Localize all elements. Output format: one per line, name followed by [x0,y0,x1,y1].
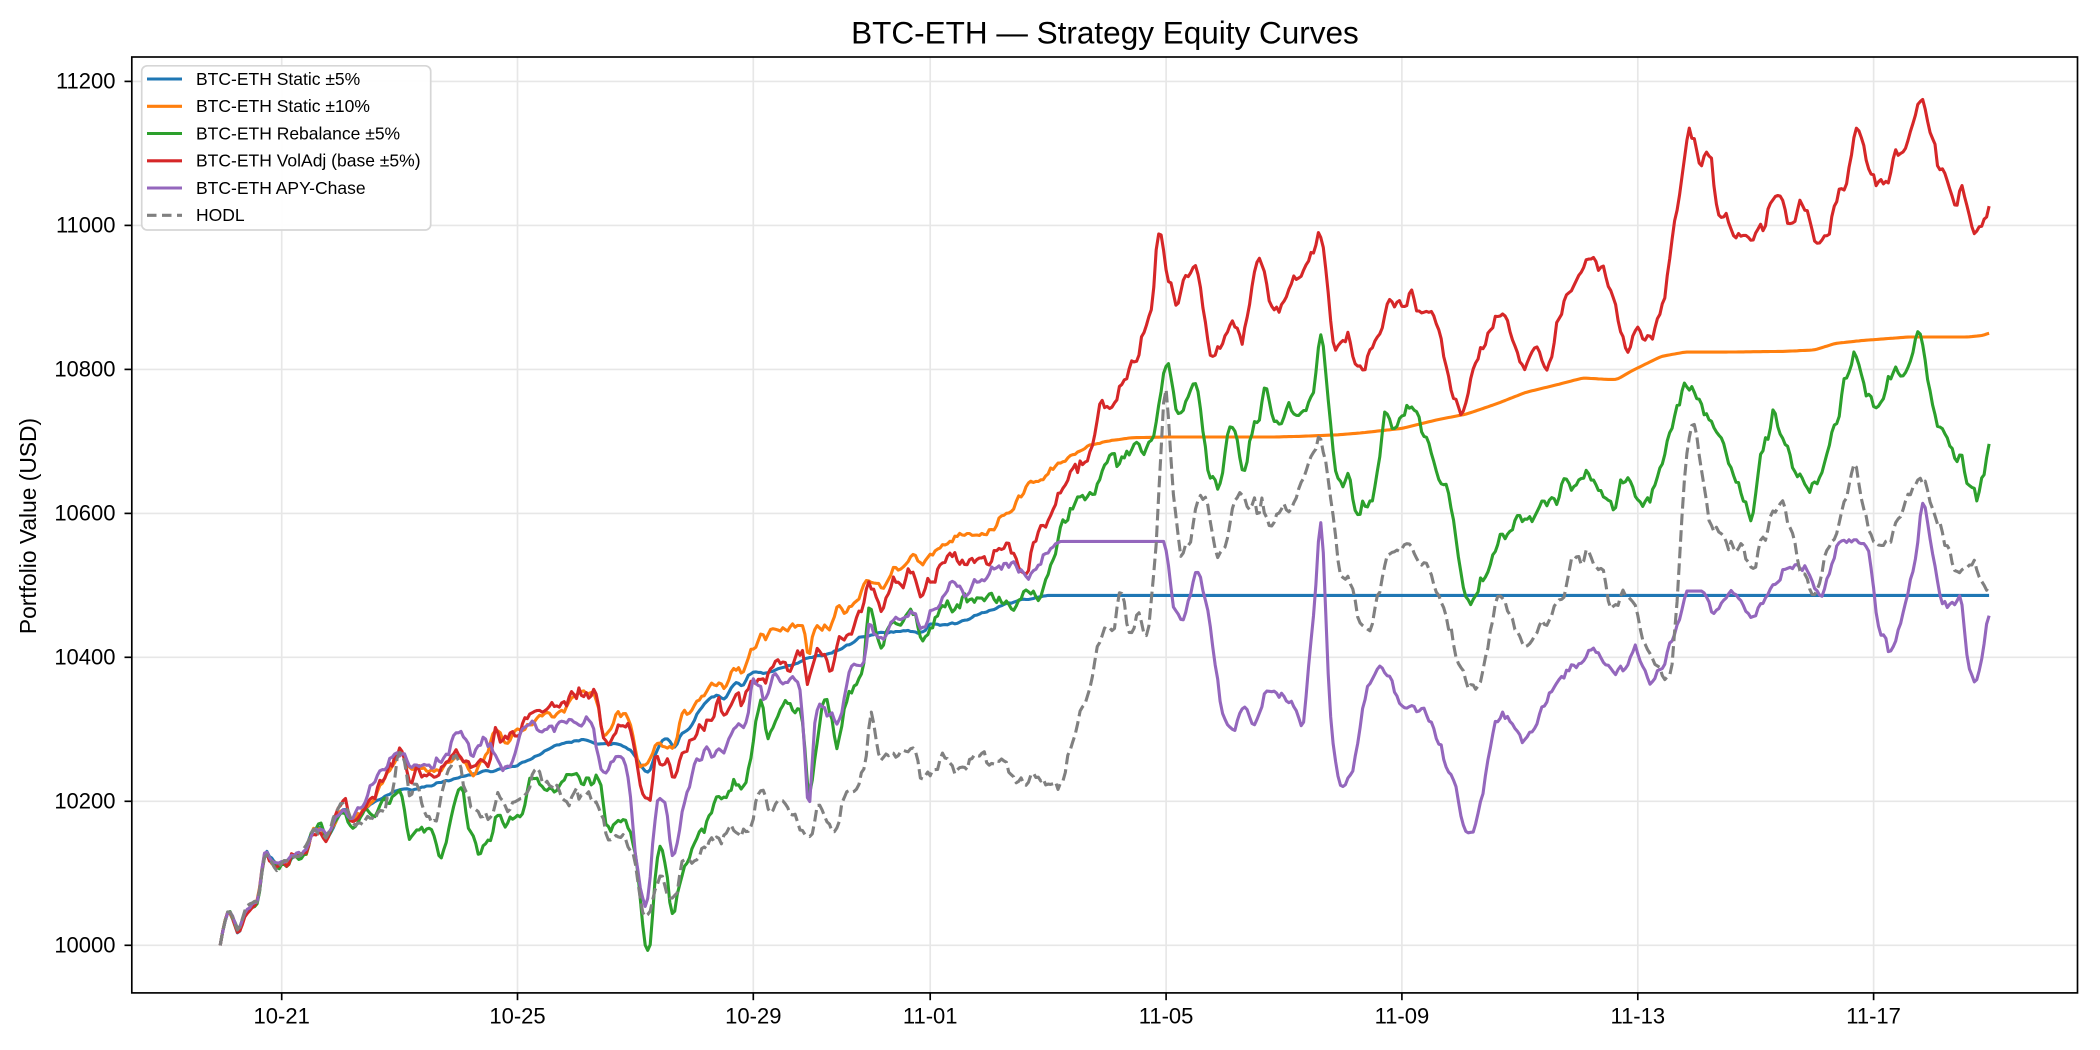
svg-text:11000: 11000 [56,213,116,238]
svg-text:BTC-ETH Static ±10%: BTC-ETH Static ±10% [196,96,370,116]
svg-text:BTC-ETH APY-Chase: BTC-ETH APY-Chase [196,178,366,198]
svg-text:10400: 10400 [54,645,115,670]
svg-text:10-29: 10-29 [725,1004,781,1029]
svg-text:BTC-ETH — Strategy Equity Curv: BTC-ETH — Strategy Equity Curves [851,15,1359,51]
svg-text:Portfolio Value (USD): Portfolio Value (USD) [15,418,41,634]
svg-text:BTC-ETH VolAdj (base ±5%): BTC-ETH VolAdj (base ±5%) [196,151,421,171]
svg-text:11-17: 11-17 [1846,1004,1901,1029]
svg-text:BTC-ETH Static ±5%: BTC-ETH Static ±5% [196,69,360,89]
svg-text:10200: 10200 [54,789,115,814]
svg-text:HODL: HODL [196,205,245,225]
svg-text:10000: 10000 [54,933,115,958]
svg-text:BTC-ETH Rebalance ±5%: BTC-ETH Rebalance ±5% [196,123,400,143]
svg-text:11-05: 11-05 [1139,1004,1194,1029]
svg-text:11200: 11200 [56,69,116,94]
svg-text:10-21: 10-21 [254,1004,310,1029]
svg-text:11-01: 11-01 [903,1004,958,1029]
svg-text:10-25: 10-25 [489,1004,545,1029]
svg-text:11-13: 11-13 [1610,1004,1665,1029]
svg-text:10800: 10800 [54,357,115,382]
svg-text:10600: 10600 [54,501,115,526]
svg-text:11-09: 11-09 [1375,1004,1430,1029]
